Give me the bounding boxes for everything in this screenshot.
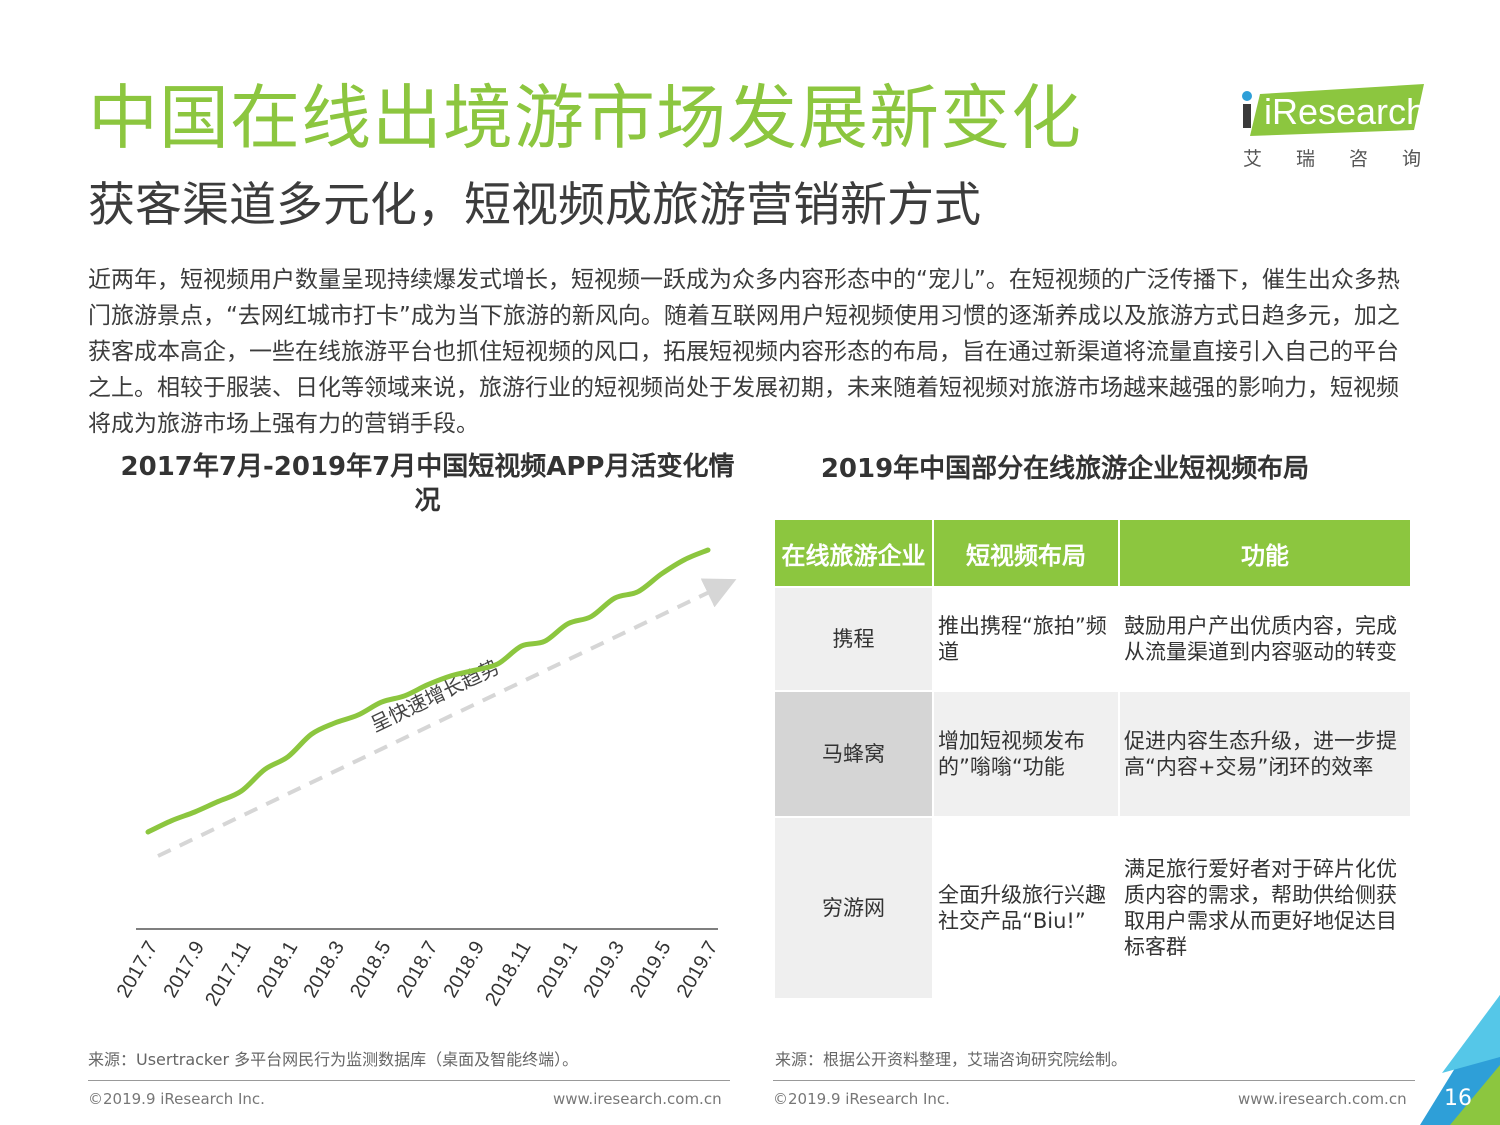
- table-row: 马蜂窝 增加短视频发布的”嗡嗡“功能 促进内容生态升级，进一步提高“内容+交易”…: [775, 691, 1412, 818]
- x-tick-label: 2018.1: [253, 938, 303, 1002]
- header-layout: 短视频布局: [933, 520, 1120, 588]
- logo-subtitle: 艾瑞咨询: [1243, 148, 1456, 170]
- x-axis-ticks: 2017.72017.92017.112018.12018.32018.5201…: [113, 938, 723, 1010]
- company-cell: 穷游网: [775, 817, 934, 1000]
- x-tick-label: 2017.7: [113, 938, 163, 1002]
- logo-word: iResearch: [1264, 91, 1426, 132]
- company-cell: 携程: [775, 587, 934, 692]
- copyright-left: ©2019.9 iResearch Inc.: [88, 1090, 265, 1108]
- x-tick-label: 2018.5: [346, 938, 396, 1002]
- function-cell: 鼓励用户产出优质内容，完成从流量渠道到内容驱动的转变: [1119, 587, 1412, 692]
- table-row: 穷游网 全面升级旅行兴趣社交产品“Biu!” 满足旅行爱好者对于碎片化优质内容的…: [775, 817, 1412, 1000]
- layout-cell: 推出携程“旅拍”频道: [933, 587, 1120, 692]
- function-cell: 促进内容生态升级，进一步提高“内容+交易”闭环的效率: [1119, 691, 1412, 818]
- x-tick-label: 2019.5: [626, 938, 676, 1002]
- x-tick-label: 2018.7: [393, 938, 443, 1002]
- table-row: 携程 推出携程“旅拍”频道 鼓励用户产出优质内容，完成从流量渠道到内容驱动的转变: [775, 587, 1412, 692]
- corner-decoration: [1420, 995, 1500, 1125]
- chart-title: 2017年7月-2019年7月中国短视频APP月活变化情况: [120, 452, 735, 516]
- left-source-note: 来源：Usertracker 多平台网民行为监测数据库（桌面及智能终端）。: [88, 1050, 579, 1069]
- mau-line-chart: 呈快速增长趋势 2017.72017.92017.112018.12018.32…: [113, 547, 737, 1010]
- page-subtitle: 获客渠道多元化，短视频成旅游营销新方式: [88, 178, 981, 233]
- page-number: 16: [1444, 1086, 1472, 1111]
- x-tick-label: 2019.3: [579, 938, 629, 1002]
- header-company: 在线旅游企业: [775, 520, 934, 588]
- x-tick-label: 2018.9: [439, 938, 489, 1002]
- function-cell: 满足旅行爱好者对于碎片化优质内容的需求，帮助供给侧获取用户需求从而更好地促达目标…: [1119, 817, 1412, 1000]
- x-tick-label: 2019.7: [673, 938, 723, 1002]
- x-tick-label: 2019.1: [533, 938, 583, 1002]
- footer-divider-left: [88, 1080, 730, 1081]
- company-cell: 马蜂窝: [775, 691, 934, 818]
- right-source-note: 来源：根据公开资料整理，艾瑞咨询研究院绘制。: [775, 1050, 1128, 1069]
- footer-divider-right: [773, 1080, 1415, 1081]
- logo-mark: iResearch: [1242, 84, 1426, 136]
- series-line: [145, 547, 711, 835]
- table-title: 2019年中国部分在线旅游企业短视频布局: [820, 454, 1310, 484]
- short-video-layout-table: 在线旅游企业 短视频布局 功能 携程 推出携程“旅拍”频道 鼓励用户产出优质内容…: [775, 520, 1412, 1000]
- x-tick-label: 2018.3: [299, 938, 349, 1002]
- page-title: 中国在线出境游市场发展新变化: [88, 77, 1082, 159]
- table-header-row: 在线旅游企业 短视频布局 功能: [775, 520, 1412, 588]
- copyright-right: ©2019.9 iResearch Inc.: [773, 1090, 950, 1108]
- trend-arrow: [157, 578, 737, 858]
- iresearch-logo: iResearch 艾瑞咨询: [1238, 80, 1438, 172]
- x-tick-label: 2018.11: [481, 938, 535, 1010]
- url-right: www.iresearch.com.cn: [1238, 1090, 1407, 1108]
- layout-cell: 增加短视频发布的”嗡嗡“功能: [933, 691, 1120, 818]
- intro-paragraph: 近两年，短视频用户数量呈现持续爆发式增长，短视频一跃成为众多内容形态中的“宠儿”…: [88, 267, 1400, 437]
- x-tick-label: 2017.9: [159, 938, 209, 1002]
- layout-cell: 全面升级旅行兴趣社交产品“Biu!”: [933, 817, 1120, 1000]
- url-left: www.iresearch.com.cn: [553, 1090, 722, 1108]
- x-tick-label: 2017.11: [201, 938, 255, 1010]
- header-function: 功能: [1119, 520, 1412, 588]
